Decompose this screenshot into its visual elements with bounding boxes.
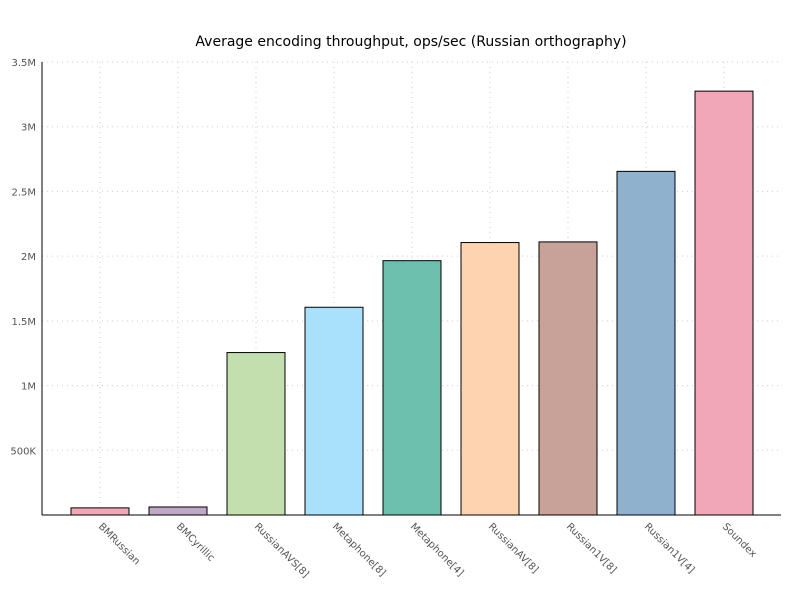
y-tick-label: 500K — [10, 446, 36, 457]
y-tick-label: 3M — [21, 123, 36, 134]
bar — [304, 306, 364, 516]
bar — [382, 260, 442, 516]
y-tick-label: 2.5M — [11, 187, 36, 198]
chart-title: Average encoding throughput, ops/sec (Ru… — [195, 34, 626, 50]
bar — [226, 352, 286, 516]
x-tick-label: RussianAVS[8] — [252, 521, 311, 580]
axes — [41, 62, 781, 516]
x-tick-label: Russian1V[8] — [564, 521, 618, 575]
bar — [616, 170, 676, 516]
y-tick-label: 1M — [21, 382, 36, 393]
x-tick-label: BMRussian — [96, 521, 142, 567]
x-tick-label: Russian1V[4] — [642, 521, 696, 575]
bar — [694, 90, 754, 516]
x-tick-labels: BMRussian BMCyrillic RussianAVS[8] Metaphon… — [96, 521, 759, 580]
y-tick-label: 3.5M — [11, 58, 36, 69]
bar — [70, 507, 130, 516]
y-tick-label: 1.5M — [11, 317, 36, 328]
bar — [148, 506, 208, 516]
bars — [70, 90, 754, 516]
y-tick-label: 2M — [21, 252, 36, 263]
x-tick-label: BMCyrillic — [174, 521, 217, 564]
x-tick-label: Metaphone[8] — [330, 521, 388, 579]
bar — [460, 242, 520, 516]
x-tick-label: Soundex — [720, 521, 759, 560]
bar — [538, 241, 598, 516]
y-tick-labels: 500K 1M 1.5M 2M 2.5M 3M 3.5M — [10, 58, 36, 457]
x-tick-label: Metaphone[4] — [408, 521, 466, 579]
x-tick-label: RussianAV[8] — [486, 521, 540, 575]
